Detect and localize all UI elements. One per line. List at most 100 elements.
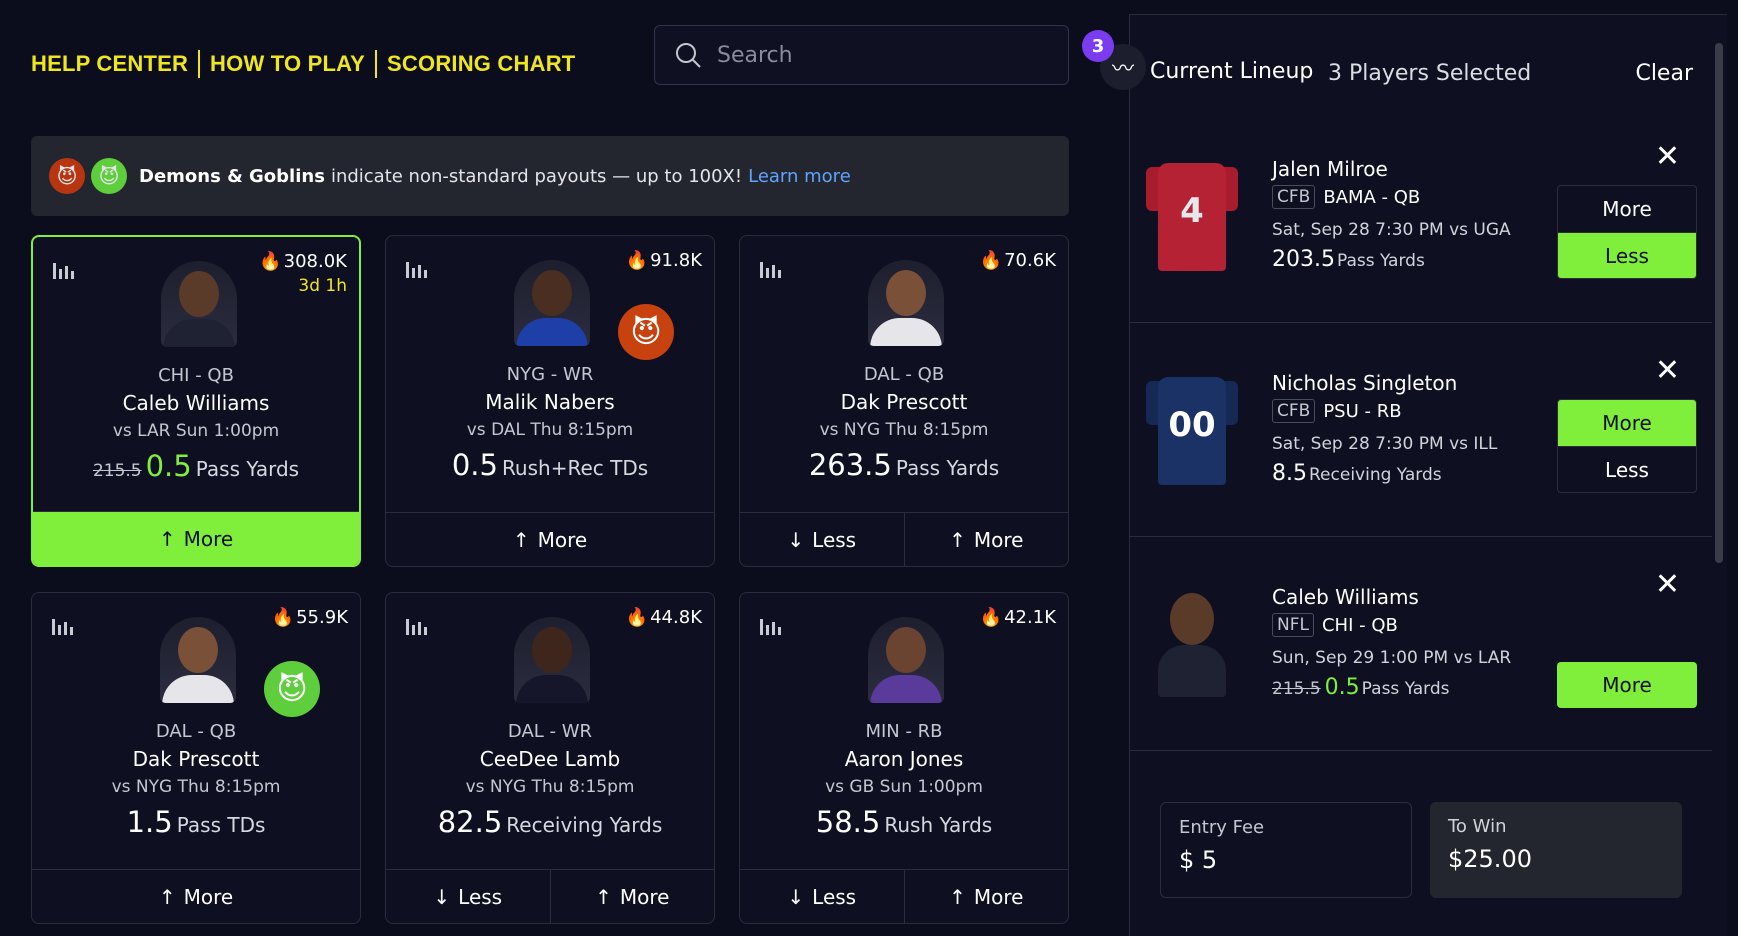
more-button[interactable]: ↑ More <box>158 884 234 909</box>
player-avatar <box>868 260 944 346</box>
fire-icon: 🔥 <box>271 607 295 628</box>
team-position: DAL - QB <box>155 721 237 742</box>
more-button[interactable]: ↑ More <box>33 512 359 565</box>
game-info: vs DAL Thu 8:15pm <box>466 420 634 440</box>
arrow-up-icon: ↑ <box>595 884 612 909</box>
stats-icon[interactable] <box>53 263 74 279</box>
scoring-chart-link[interactable]: SCORING CHART <box>387 51 576 76</box>
player-card[interactable]: 🔥 70.6K DAL - QB Dak Prescott vs NYG Thu … <box>739 235 1069 567</box>
player-name: Malik Nabers <box>485 390 615 414</box>
player-name: Dak Prescott <box>132 747 260 771</box>
less-button[interactable]: Less <box>1558 232 1696 278</box>
learn-more-link[interactable]: Learn more <box>748 165 851 187</box>
less-button[interactable]: ↓ Less <box>787 527 857 552</box>
more-less-toggle[interactable]: More <box>1557 662 1697 708</box>
player-card[interactable]: 🔥 44.8K DAL - WR CeeDee Lamb vs NYG Thu 8… <box>385 592 715 924</box>
pick-team: CFB PSU - RB <box>1272 399 1402 423</box>
pick-projection: 203.5 Pass Yards <box>1272 247 1425 272</box>
arrow-down-icon: ↓ <box>787 884 805 909</box>
projection-line: 263.5 Pass Yards <box>808 448 1000 482</box>
search-input[interactable] <box>717 42 1047 68</box>
clear-button[interactable]: Clear <box>1635 61 1693 86</box>
less-button[interactable]: Less <box>1558 446 1696 492</box>
player-card[interactable]: 🔥 42.1K MIN - RB Aaron Jones vs GB Sun 1:… <box>739 592 1069 924</box>
stats-icon[interactable] <box>760 619 781 635</box>
player-name: CeeDee Lamb <box>479 747 621 771</box>
to-win-amount: $25.00 <box>1448 845 1532 873</box>
game-info: vs NYG Thu 8:15pm <box>465 777 635 797</box>
game-info: vs LAR Sun 1:00pm <box>112 421 280 441</box>
how-to-play-link[interactable]: HOW TO PLAY <box>210 51 366 76</box>
help-center-link[interactable]: HELP CENTER <box>31 51 189 76</box>
more-button[interactable]: More <box>1557 662 1697 708</box>
team-position: DAL - WR <box>507 721 593 742</box>
fire-icon: 🔥 <box>625 250 649 271</box>
stats-icon[interactable] <box>406 619 427 635</box>
less-button[interactable]: ↓ Less <box>787 884 857 909</box>
demon-icon: 😈 <box>618 304 674 360</box>
entry-fee-box[interactable]: Entry Fee $ 5 <box>1160 802 1412 898</box>
pick-player-name: Nicholas Singleton <box>1272 371 1458 395</box>
goblin-icon: 😈 <box>264 661 320 717</box>
player-avatar <box>514 617 590 703</box>
player-name: Caleb Williams <box>122 391 270 415</box>
pick-game-time: Sat, Sep 28 7:30 PM vs UGA <box>1272 220 1511 240</box>
demons-goblins-banner: 😈 😈 Demons & Goblins indicate non-standa… <box>31 136 1069 216</box>
fire-icon: 🔥 <box>979 607 1003 628</box>
more-less-toggle[interactable]: More Less <box>1557 399 1697 493</box>
fire-icon: 🔥 <box>979 250 1003 271</box>
to-win-label: To Win <box>1448 816 1507 837</box>
remove-pick-icon[interactable]: ✕ <box>1654 567 1680 602</box>
arrow-up-icon: ↑ <box>158 526 176 551</box>
search-box[interactable] <box>654 25 1069 85</box>
nav-divider <box>198 50 201 78</box>
more-button[interactable]: ↑ More <box>903 870 1069 923</box>
player-avatar <box>1144 587 1240 703</box>
arrow-up-icon: ↑ <box>949 527 966 552</box>
activity-icon[interactable]: 〰 <box>1100 44 1146 90</box>
team-position: MIN - RB <box>865 721 943 742</box>
fire-icon: 🔥 <box>259 251 282 272</box>
player-avatar <box>161 261 237 347</box>
scrollbar[interactable] <box>1715 43 1723 563</box>
player-card[interactable]: 🔥 55.9K 😈 DAL - QB Dak Prescott vs NYG Th… <box>31 592 361 924</box>
player-card[interactable]: 🔥 91.8K 😈 NYG - WR Malik Nabers vs DAL Th… <box>385 235 715 567</box>
demon-icon: 😈 <box>49 158 85 194</box>
arrow-down-icon: ↓ <box>787 527 805 552</box>
player-card[interactable]: 🔥 308.0K 3d 1h CHI - QB Caleb Williams vs … <box>31 235 361 567</box>
remove-pick-icon[interactable]: ✕ <box>1654 353 1680 388</box>
team-position: NYG - WR <box>506 364 594 385</box>
less-button[interactable]: ↓ Less <box>433 884 503 909</box>
nav-divider <box>375 50 378 78</box>
player-name: Dak Prescott <box>840 390 968 414</box>
projection-line: 82.5 Receiving Yards <box>437 805 663 839</box>
lineup-pick: 4 Jalen Milroe CFB BAMA - QB Sat, Sep 28 … <box>1130 109 1712 323</box>
player-name: Aaron Jones <box>844 747 964 771</box>
stats-icon[interactable] <box>406 262 427 278</box>
search-icon <box>676 43 701 68</box>
stats-icon[interactable] <box>52 619 73 635</box>
top-nav: HELP CENTER HOW TO PLAY SCORING CHART <box>31 50 575 78</box>
trend-count: 🔥 44.8K <box>625 607 702 628</box>
banner-text: indicate non-standard payouts — up to 10… <box>330 165 743 187</box>
time-left: 3d 1h <box>298 276 347 296</box>
trend-count: 🔥 70.6K <box>979 250 1056 271</box>
more-button[interactable]: More <box>1602 197 1652 221</box>
remove-pick-icon[interactable]: ✕ <box>1654 139 1680 174</box>
projection-line: 215.5 0.5 Pass Yards <box>92 449 300 483</box>
more-button[interactable]: ↑ More <box>549 870 715 923</box>
current-lineup-panel: Current Lineup 3 Players Selected Clear … <box>1129 14 1727 936</box>
pick-game-time: Sun, Sep 29 1:00 PM vs LAR <box>1272 648 1512 668</box>
trend-count: 🔥 308.0K 3d 1h <box>259 251 347 296</box>
more-button[interactable]: ↑ More <box>903 513 1069 566</box>
pick-player-name: Caleb Williams <box>1272 585 1419 609</box>
stats-icon[interactable] <box>760 262 781 278</box>
game-info: vs NYG Thu 8:15pm <box>111 777 281 797</box>
more-less-toggle[interactable]: More Less <box>1557 185 1697 279</box>
more-button[interactable]: More <box>1558 400 1696 446</box>
projection-line: 0.5 Rush+Rec TDs <box>451 448 649 482</box>
pick-team: NFL CHI - QB <box>1272 613 1398 637</box>
entry-fee-amount[interactable]: $ 5 <box>1179 846 1218 874</box>
team-position: CHI - QB <box>158 365 234 386</box>
more-button[interactable]: ↑ More <box>512 527 588 552</box>
